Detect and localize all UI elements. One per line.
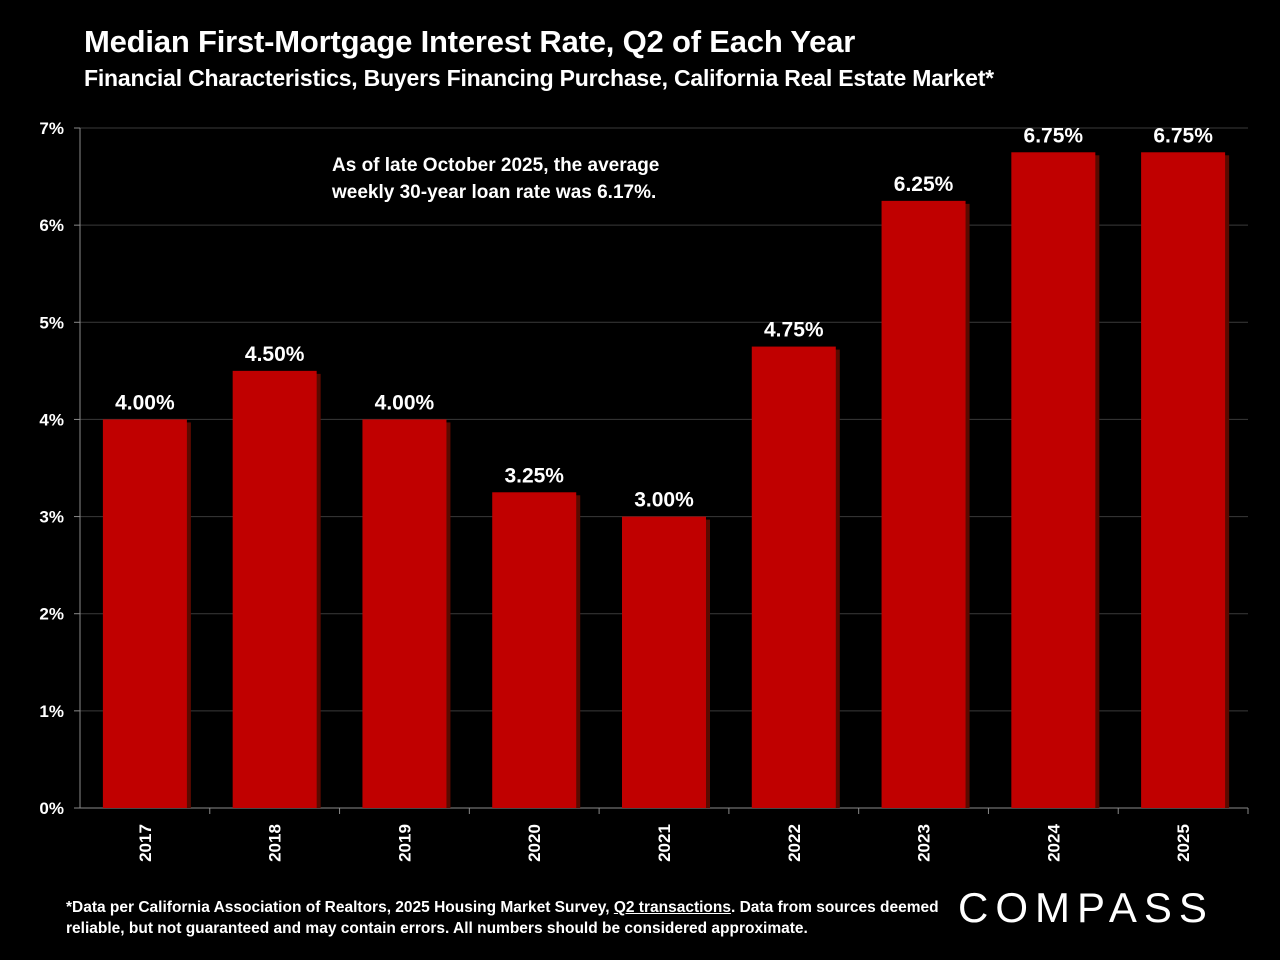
x-tick-label: 2022 [785,824,804,862]
y-tick-label: 4% [39,410,64,429]
data-label: 4.50% [245,343,305,366]
data-label: 4.00% [115,391,175,414]
chart-title: Median First-Mortgage Interest Rate, Q2 … [84,24,856,59]
y-tick-label: 6% [39,216,64,235]
data-label: 6.75% [1153,124,1213,147]
bar-2025 [1141,152,1226,809]
x-tick-label: 2018 [266,824,285,862]
chart-subtitle: Financial Characteristics, Buyers Financ… [84,65,994,91]
data-label: 6.25% [894,173,954,196]
bar-2020 [492,492,577,808]
x-tick-label: 2025 [1174,824,1193,862]
y-tick-label: 5% [39,313,64,332]
y-tick-label: 1% [39,702,64,721]
x-tick-label: 2024 [1044,824,1063,862]
y-tick-label: 7% [39,119,64,138]
x-tick-label: 2019 [395,824,414,862]
bar-2018 [232,370,317,808]
footnote: *Data per California Association of Real… [66,897,946,939]
bar-2019 [362,419,447,808]
compass-logo: COMPASS [958,884,1214,931]
data-labels: 4.00% 4.50% 4.00% 3.25% 3.00% 4.75% 6.25% 6.75%… [115,124,1213,511]
annotation-line-1: As of late October 2025, the average [332,155,659,176]
y-tick-label: 3% [39,508,64,527]
y-tick-label: 2% [39,605,64,624]
x-tick-label: 2023 [915,824,934,862]
data-label: 4.00% [375,391,435,414]
annotation-line-2: weekly 30-year loan rate was 6.17%. [331,182,656,203]
bar-2022 [751,346,836,808]
bar-2017 [102,419,187,808]
data-label: 4.75% [764,319,824,342]
bar-2024 [1011,152,1096,809]
footnote-link[interactable]: Q2 transactions [613,899,731,916]
data-label: 3.25% [504,464,564,487]
bar-2023 [881,200,966,808]
x-tick-label: 2020 [525,824,544,862]
footnote-text-1: *Data per California Association of Real… [66,899,614,916]
x-tick-label: 2017 [136,824,155,862]
bars [102,152,1230,809]
x-tick-label: 2021 [655,824,674,862]
data-label: 6.75% [1024,124,1084,147]
x-axis-ticks: 2017 2018 2019 2020 2021 2022 2023 2024 2025 [136,808,1249,862]
data-label: 3.00% [634,489,694,512]
footnote-text-2: . Data from sources deemed reliable, but… [66,899,939,937]
y-axis-ticks: 0% 1% 2% 3% 4% 5% 6% 7% [39,119,80,818]
bar-2021 [622,516,706,808]
y-tick-label: 0% [39,799,64,818]
